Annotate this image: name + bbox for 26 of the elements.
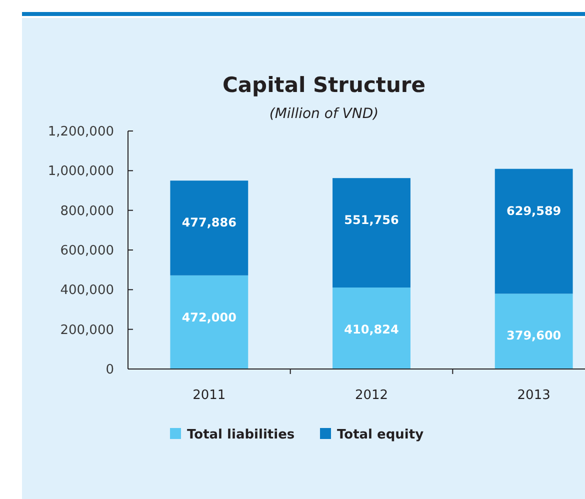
bar bbox=[332, 178, 410, 288]
legend-label: Total liabilities bbox=[187, 428, 295, 443]
y-tick-label: 0 bbox=[106, 362, 114, 378]
x-tick-label: 2011 bbox=[192, 388, 226, 403]
data-label: 629,589 bbox=[506, 204, 562, 218]
bar bbox=[170, 275, 248, 369]
y-tick-label: 400,000 bbox=[60, 283, 114, 298]
legend-label: Total equity bbox=[337, 428, 424, 443]
data-label: 472,000 bbox=[182, 310, 236, 324]
y-tick-label: 600,000 bbox=[60, 244, 114, 259]
y-tick-label: 800,000 bbox=[60, 204, 114, 219]
x-tick-label: 2013 bbox=[517, 388, 550, 403]
data-label: 551,756 bbox=[344, 213, 399, 228]
y-tick-label: 200,000 bbox=[60, 322, 114, 338]
bar bbox=[494, 294, 573, 369]
chart-title: Capital Structure bbox=[222, 73, 426, 97]
data-label: 477,886 bbox=[182, 216, 236, 230]
data-label: 410,824 bbox=[344, 322, 399, 337]
x-tick-label: 2012 bbox=[354, 388, 388, 403]
data-label: 379,600 bbox=[506, 328, 562, 343]
y-tick-label: 1,000,000 bbox=[48, 164, 114, 180]
y-tick-label: 1,200,000 bbox=[48, 124, 114, 140]
chart-subtitle: (Million of VND) bbox=[269, 106, 379, 122]
bar bbox=[170, 180, 248, 276]
bar bbox=[332, 288, 410, 369]
bar bbox=[494, 168, 573, 294]
